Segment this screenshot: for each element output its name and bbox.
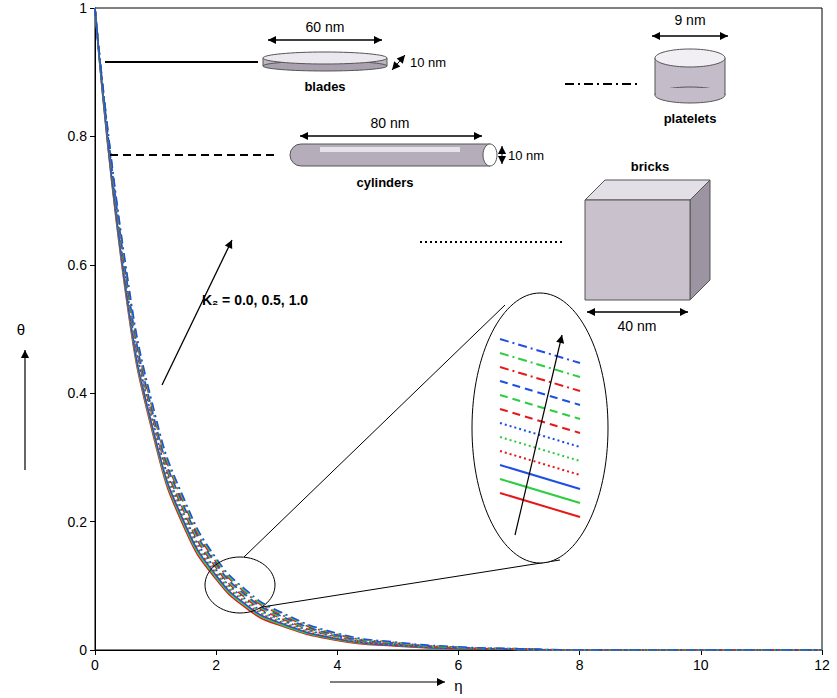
svg-text:60 nm: 60 nm [306, 19, 345, 35]
svg-text:8: 8 [576, 657, 584, 673]
svg-text:4: 4 [333, 657, 341, 673]
svg-text:10 nm: 10 nm [410, 55, 446, 70]
svg-text:platelets: platelets [664, 111, 717, 126]
svg-text:0.2: 0.2 [68, 514, 88, 530]
svg-text:0: 0 [79, 642, 87, 658]
svg-text:10 nm: 10 nm [508, 148, 544, 163]
svg-text:0.6: 0.6 [68, 257, 88, 273]
svg-text:9 nm: 9 nm [674, 12, 705, 28]
svg-text:0.4: 0.4 [68, 385, 88, 401]
svg-text:1: 1 [79, 0, 87, 16]
svg-text:0: 0 [91, 657, 99, 673]
svg-text:blades: blades [304, 79, 345, 94]
svg-text:12: 12 [814, 657, 830, 673]
svg-text:80 nm: 80 nm [371, 115, 410, 131]
svg-text:η: η [454, 677, 462, 694]
svg-text:10: 10 [693, 657, 709, 673]
svg-text:0.8: 0.8 [68, 128, 88, 144]
svg-text:K₂ = 0.0, 0.5, 1.0: K₂ = 0.0, 0.5, 1.0 [202, 292, 308, 308]
svg-text:cylinders: cylinders [356, 175, 413, 190]
svg-text:θ: θ [17, 321, 25, 338]
svg-text:bricks: bricks [631, 159, 669, 174]
svg-text:40 nm: 40 nm [618, 318, 657, 334]
svg-text:2: 2 [212, 657, 220, 673]
svg-text:6: 6 [455, 657, 463, 673]
